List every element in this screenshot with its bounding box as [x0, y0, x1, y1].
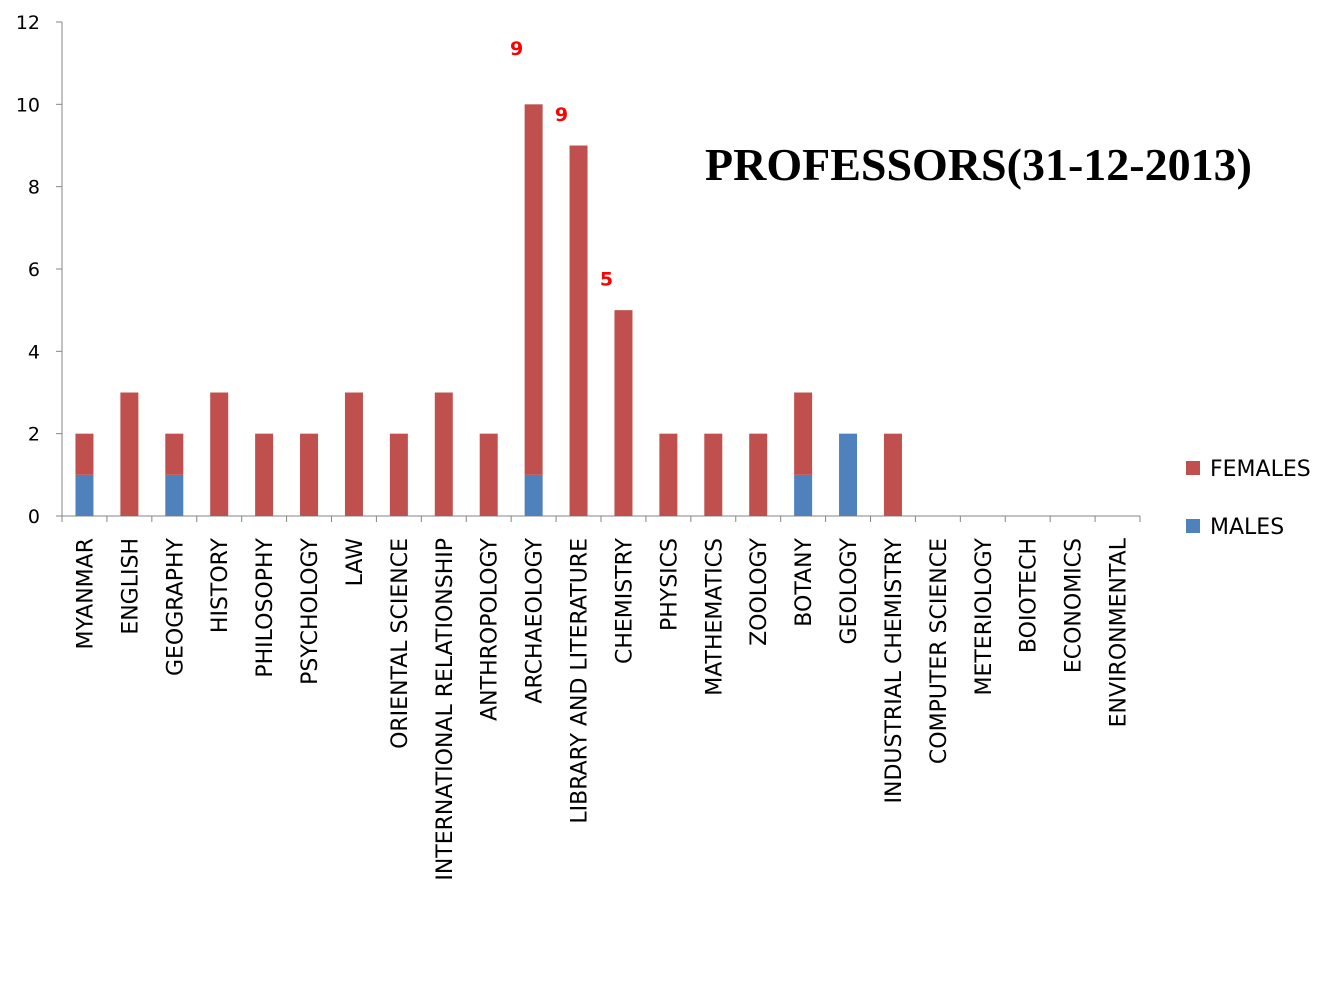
x-category-label: ARCHAEOLOGY	[523, 537, 548, 703]
bar-females-philosophy	[255, 433, 274, 516]
bar-females-chemistry	[614, 310, 633, 516]
legend-swatch-males	[1186, 519, 1200, 533]
legend: FEMALES MALES	[1186, 457, 1311, 540]
bar-females-library-and-literature	[569, 145, 588, 516]
bar-females-english	[120, 392, 139, 516]
y-axis-ticks: 0 2 4 6 8 10 12	[16, 12, 62, 528]
x-category-label: HISTORY	[208, 537, 233, 633]
bar-females-myanmar	[75, 433, 94, 475]
x-category-label: MATHEMATICS	[702, 538, 727, 696]
x-category-label: PHYSICS	[657, 538, 682, 631]
bar-females-mathematics	[704, 433, 723, 516]
annotation-label: 9	[510, 38, 523, 60]
y-tick-label: 10	[16, 94, 40, 116]
chart-title: PROFESSORS(31-12-2013)	[705, 139, 1252, 190]
bar-females-anthropology	[479, 433, 498, 516]
x-category-label: ANTHROPOLOGY	[478, 537, 503, 720]
bar-males-botany	[794, 474, 813, 516]
x-axis-labels: MYANMAR ENGLISH GEOGRAPHY HISTORY PHILOSOPHY…	[73, 537, 1131, 880]
bar-females-law	[344, 392, 363, 516]
bar-females-archaeology	[524, 104, 543, 475]
x-category-label: COMPUTER SCIENCE	[927, 538, 952, 764]
x-category-label: ENGLISH	[118, 538, 143, 635]
x-category-label: LIBRARY AND LITERATURE	[568, 538, 593, 824]
bar-females-physics	[659, 433, 678, 516]
x-category-label: ENVIRONMENTAL	[1107, 537, 1132, 727]
y-tick-label: 4	[28, 341, 40, 363]
bar-females-industrial-chemistry	[883, 433, 902, 516]
bar-males-archaeology	[524, 474, 543, 516]
bar-females-international-relationship	[434, 392, 453, 516]
x-category-label: MYANMAR	[73, 538, 98, 650]
x-category-label: GEOLOGY	[837, 537, 862, 644]
bar-females-history	[210, 392, 229, 516]
x-category-label: ORIENTAL SCIENCE	[388, 538, 413, 749]
bar-females-oriental-science	[389, 433, 408, 516]
bar-females-botany	[794, 392, 813, 475]
bar-males-geography	[165, 474, 184, 516]
bars	[75, 104, 902, 516]
bar-females-psychology	[300, 433, 319, 516]
legend-swatch-females	[1186, 461, 1200, 475]
y-tick-label: 6	[28, 259, 40, 281]
bar-females-zoology	[749, 433, 768, 516]
x-category-label: INTERNATIONAL RELATIONSHIP	[433, 538, 458, 881]
y-tick-label: 12	[16, 12, 40, 34]
annotations: 9 9 5	[510, 38, 613, 291]
x-category-label: PSYCHOLOGY	[298, 537, 323, 684]
x-category-label: BOIOTECH	[1017, 538, 1042, 653]
x-category-label: GEOGRAPHY	[163, 537, 188, 676]
x-category-label: ZOOLOGY	[747, 537, 772, 645]
bar-females-geography	[165, 433, 184, 475]
bar-males-myanmar	[75, 474, 94, 516]
bar-males-geology	[839, 433, 858, 516]
x-category-label: LAW	[343, 538, 368, 587]
annotation-label: 5	[600, 269, 613, 291]
y-tick-label: 8	[28, 177, 40, 199]
legend-label-females: FEMALES	[1210, 457, 1311, 482]
x-category-label: METERIOLOGY	[972, 537, 997, 695]
x-category-label: INDUSTRIAL CHEMISTRY	[882, 537, 907, 803]
x-category-label: ECONOMICS	[1062, 538, 1087, 673]
y-tick-label: 0	[28, 506, 40, 528]
x-category-label: BOTANY	[792, 537, 817, 626]
x-category-label: CHEMISTRY	[612, 537, 637, 664]
x-category-label: PHILOSOPHY	[253, 537, 278, 677]
legend-label-males: MALES	[1210, 515, 1284, 540]
annotation-label: 9	[555, 104, 568, 126]
y-tick-label: 2	[28, 424, 40, 446]
